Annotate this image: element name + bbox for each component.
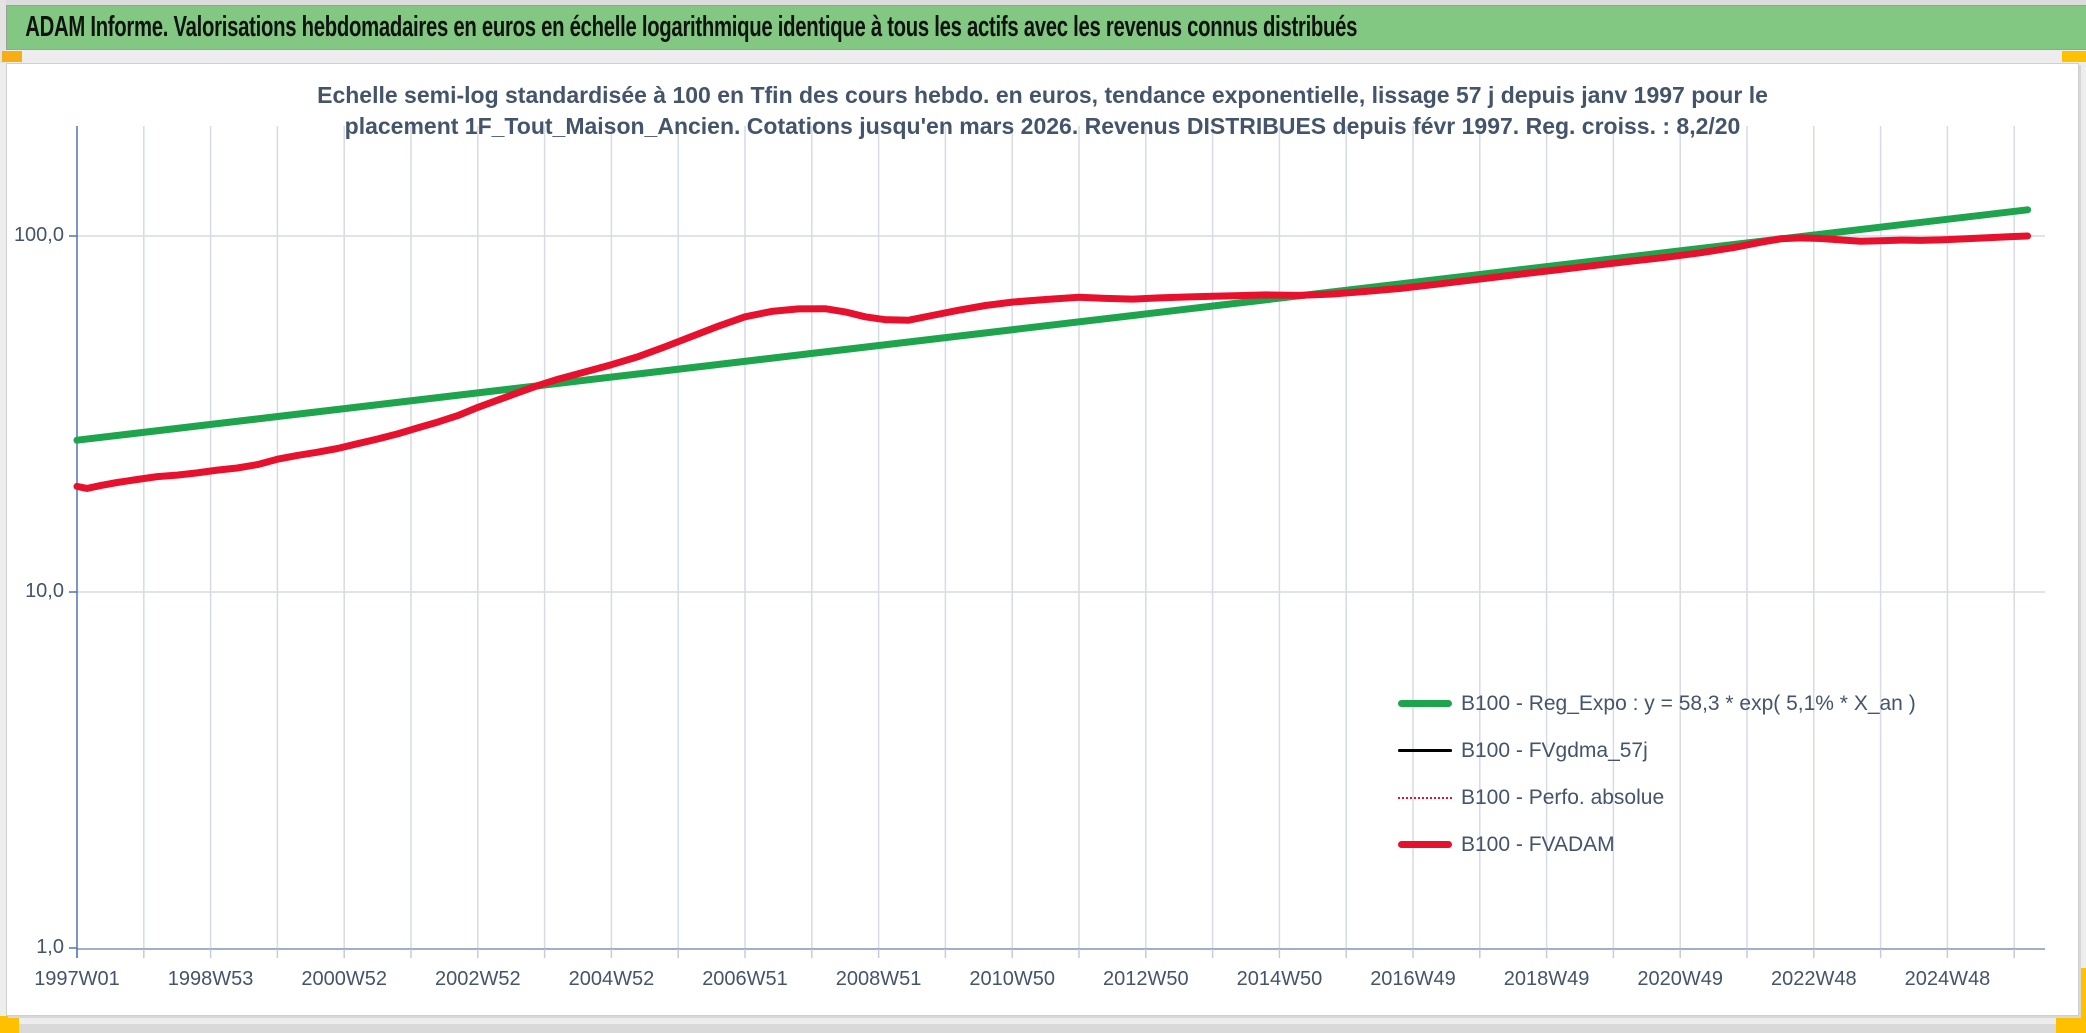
cell-orange-top-left: [2, 51, 22, 62]
cell-yellow-top-right: [2062, 51, 2086, 62]
x-tick-label-2002W52[interactable]: 2002W52: [434, 968, 521, 990]
series-perfo[interactable]: [76, 235, 2029, 490]
legend-item-fvgdma[interactable]: B100 - FVgdma_57j: [1398, 727, 1988, 774]
legend-line-sample-perfo: [1398, 796, 1452, 799]
x-tick-label-2004W52[interactable]: 2004W52: [568, 968, 655, 990]
page-bottom-strip: [0, 1024, 2086, 1033]
x-tick-label-2024W48[interactable]: 2024W48: [1904, 968, 1991, 990]
x-tick-label-2006W51[interactable]: 2006W51: [702, 968, 788, 990]
series-fvadam[interactable]: [73, 232, 2032, 492]
series-fvgdma[interactable]: [75, 234, 2029, 490]
x-tick-label-1997W01[interactable]: 1997W01: [34, 968, 120, 990]
legend-item-fvadam[interactable]: B100 - FVADAM: [1398, 821, 1988, 868]
legend-label-reg_expo: B100 - Reg_Expo : y = 58,3 * exp( 5,1% *…: [1461, 691, 1916, 715]
cell-yellow-bottom-right: [2056, 1012, 2086, 1033]
chart-title[interactable]: Echelle semi-log standardisée à 100 en T…: [6, 80, 2079, 142]
legend-line-sample-reg_expo: [1398, 700, 1452, 707]
banner-title: ADAM Informe. Valorisations hebdomadaire…: [25, 11, 1358, 43]
legend-label-fvadam: B100 - FVADAM: [1461, 832, 1615, 856]
cell-yellow-bottom-left: [0, 1016, 19, 1033]
page-top-strip: [0, 0, 2086, 5]
y-tick-label-100,0[interactable]: 100,0: [13, 224, 64, 246]
x-tick-label-2012W50[interactable]: 2012W50: [1102, 968, 1189, 990]
legend-line-sample-fvgdma: [1398, 749, 1452, 752]
legend-item-reg_expo[interactable]: B100 - Reg_Expo : y = 58,3 * exp( 5,1% *…: [1398, 680, 1988, 727]
chart-title-line2: placement 1F_Tout_Maison_Ancien. Cotatio…: [344, 113, 1741, 139]
x-tick-label-2016W49[interactable]: 2016W49: [1370, 968, 1456, 990]
x-tick-label-2014W50[interactable]: 2014W50: [1236, 968, 1323, 990]
chart-panel[interactable]: [6, 63, 2079, 1016]
page-left-strip: [0, 0, 6, 63]
legend-item-perfo[interactable]: B100 - Perfo. absolue: [1398, 774, 1988, 821]
y-tick-label-1,0[interactable]: 1,0: [36, 936, 64, 958]
x-tick-label-1998W53[interactable]: 1998W53: [167, 968, 254, 990]
x-tick-label-2018W49[interactable]: 2018W49: [1503, 968, 1590, 990]
cell-yellow-right-strip: [2077, 968, 2086, 1033]
x-tick-label-2008W51[interactable]: 2008W51: [835, 968, 922, 990]
x-tick-label-2020W49[interactable]: 2020W49: [1637, 968, 1723, 990]
legend-line-sample-fvadam: [1398, 841, 1452, 848]
legend-label-fvgdma: B100 - FVgdma_57j: [1461, 738, 1648, 762]
chart-title-line1: Echelle semi-log standardisée à 100 en T…: [317, 82, 1768, 108]
x-tick-label-2010W50[interactable]: 2010W50: [969, 968, 1055, 990]
x-tick-label-2000W52[interactable]: 2000W52: [301, 968, 387, 990]
legend-label-perfo: B100 - Perfo. absolue: [1461, 785, 1665, 809]
y-tick-label-10,0[interactable]: 10,0: [25, 580, 64, 602]
banner[interactable]: ADAM Informe. Valorisations hebdomadaire…: [6, 5, 2086, 50]
legend[interactable]: B100 - Reg_Expo : y = 58,3 * exp( 5,1% *…: [1398, 680, 1988, 868]
x-tick-label-2022W48[interactable]: 2022W48: [1770, 968, 1857, 990]
series-reg_expo[interactable]: [73, 206, 2032, 444]
